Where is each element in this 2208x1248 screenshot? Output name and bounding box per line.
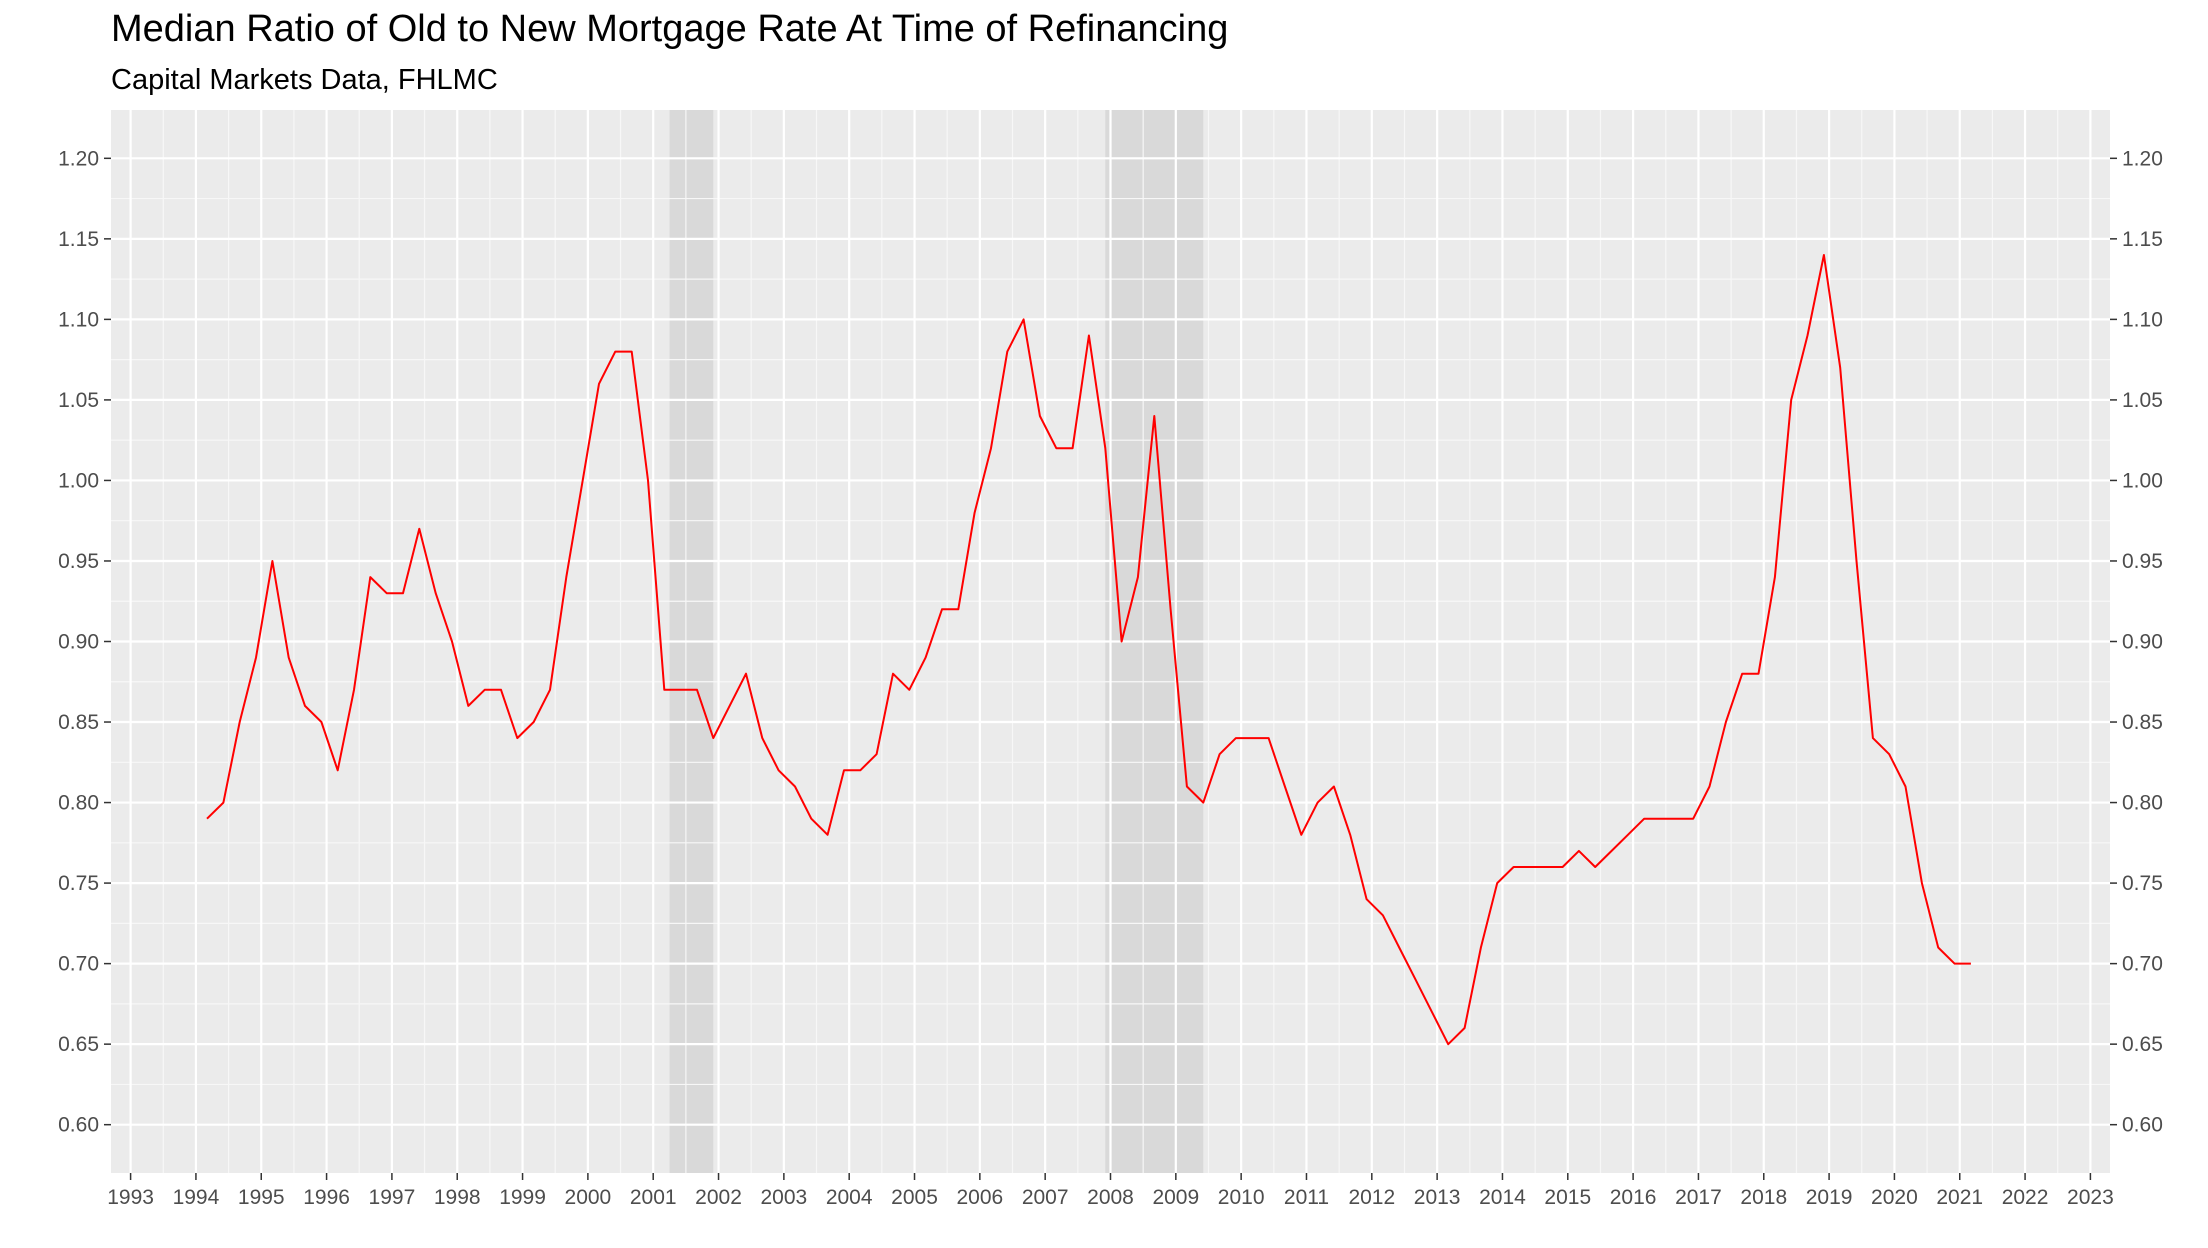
x-tick-label: 2014 (1479, 1186, 1526, 1209)
y-axis-left: 0.60 0.65 0.70 0.75 0.80 0.85 0.90 0.95 1.00 1.05… (58, 147, 111, 1137)
series-layer (206, 254, 1971, 1046)
x-axis: 1993 1994 1995 1996 1997 1998 1999 2000 2001 2002… (107, 1173, 2114, 1209)
x-tick-label: 2003 (761, 1186, 808, 1209)
y-tick-label-right: 1.20 (2122, 147, 2163, 170)
y-tick-label: 0.85 (58, 711, 99, 734)
x-tick-label: 2021 (1936, 1186, 1983, 1209)
y-tick-label: 0.90 (58, 631, 99, 654)
x-tick-label: 2008 (1087, 1186, 1134, 1209)
y-tick-label-right: 1.10 (2122, 308, 2163, 331)
y-tick-label-right: 1.15 (2122, 228, 2163, 251)
chart-title: Median Ratio of Old to New Mortgage Rate… (111, 8, 1229, 50)
y-axis-right: 0.60 0.65 0.70 0.75 0.80 0.85 0.90 0.95 1.00 1.05… (2110, 147, 2163, 1137)
y-tick-label-right: 0.75 (2122, 872, 2163, 895)
x-tick-label: 2011 (1284, 1186, 1329, 1209)
y-tick-label-right: 0.80 (2122, 792, 2163, 815)
x-tick-label: 2012 (1348, 1186, 1395, 1209)
x-tick-label: 2010 (1218, 1186, 1265, 1209)
x-tick-label: 2004 (826, 1186, 873, 1209)
x-tick-label: 2007 (1022, 1186, 1069, 1209)
x-tick-label: 1997 (369, 1186, 416, 1209)
x-tick-label: 1993 (107, 1186, 154, 1209)
x-tick-label: 2018 (1740, 1186, 1787, 1209)
y-tick-label-right: 1.05 (2122, 389, 2163, 412)
y-tick-label: 0.60 (58, 1114, 99, 1137)
y-tick-label: 1.20 (58, 147, 99, 170)
x-tick-label: 1999 (499, 1186, 546, 1209)
y-tick-label: 0.80 (58, 792, 99, 815)
x-tick-label: 2013 (1414, 1186, 1461, 1209)
y-tick-label-right: 0.95 (2122, 550, 2163, 573)
y-tick-label: 0.65 (58, 1033, 99, 1056)
x-tick-label: 2017 (1675, 1186, 1722, 1209)
y-tick-label: 1.15 (58, 228, 99, 251)
y-tick-label: 0.95 (58, 550, 99, 573)
y-tick-label: 0.70 (58, 953, 99, 976)
y-tick-label-right: 0.85 (2122, 711, 2163, 734)
x-tick-label: 2001 (630, 1186, 677, 1209)
y-tick-label: 0.75 (58, 872, 99, 895)
y-tick-label-right: 0.60 (2122, 1114, 2163, 1137)
x-tick-label: 1994 (173, 1186, 220, 1209)
x-tick-label: 1995 (238, 1186, 285, 1209)
x-tick-label: 2006 (956, 1186, 1003, 1209)
x-tick-label: 2022 (2002, 1186, 2049, 1209)
x-tick-label: 2020 (1871, 1186, 1918, 1209)
x-tick-label: 2009 (1152, 1186, 1199, 1209)
x-tick-label: 2000 (565, 1186, 612, 1209)
x-tick-label: 2015 (1544, 1186, 1591, 1209)
y-tick-label: 1.10 (58, 308, 99, 331)
y-tick-label: 1.05 (58, 389, 99, 412)
series-line (206, 254, 1971, 1046)
y-tick-label-right: 0.65 (2122, 1033, 2163, 1056)
x-tick-label: 1998 (434, 1186, 481, 1209)
y-tick-label: 1.00 (58, 469, 99, 492)
x-tick-label: 2016 (1610, 1186, 1657, 1209)
y-tick-label-right: 0.70 (2122, 953, 2163, 976)
y-tick-label-right: 0.90 (2122, 631, 2163, 654)
x-tick-label: 2023 (2067, 1186, 2114, 1209)
y-tick-label-right: 1.00 (2122, 469, 2163, 492)
x-tick-label: 2002 (695, 1186, 742, 1209)
chart-subtitle: Capital Markets Data, FHLMC (111, 64, 498, 96)
x-tick-label: 2005 (891, 1186, 938, 1209)
x-tick-label: 1996 (303, 1186, 350, 1209)
major-gridlines (111, 110, 2110, 1173)
x-tick-label: 2019 (1806, 1186, 1853, 1209)
